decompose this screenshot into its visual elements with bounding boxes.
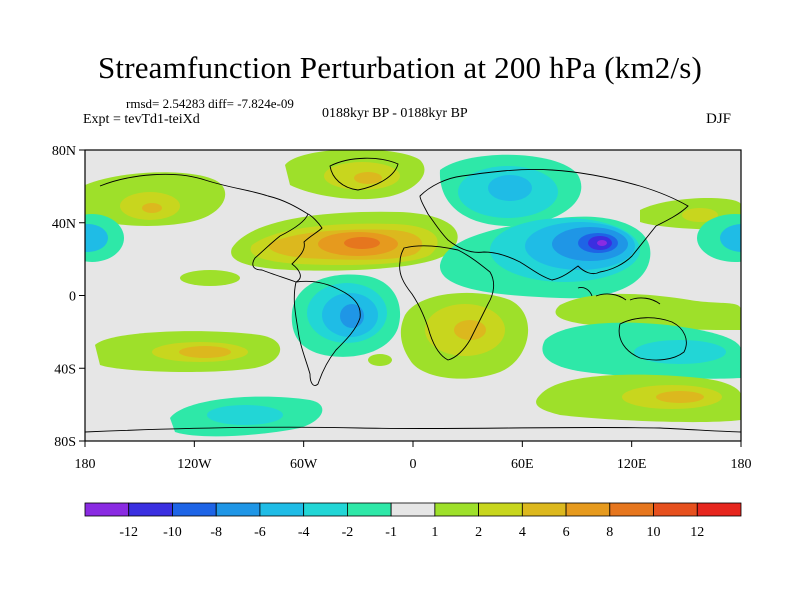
- contour-region: [656, 391, 704, 403]
- colorbar-swatch: [346, 502, 392, 517]
- colorbar-swatch: [259, 502, 305, 517]
- contour-region: [354, 172, 382, 184]
- colorbar-swatch: [434, 502, 480, 517]
- colorbar-swatch: [696, 502, 742, 517]
- colorbar-swatch: [172, 502, 217, 517]
- contour-region: [697, 214, 741, 262]
- colorbar-label: -12: [119, 525, 138, 540]
- colorbar-label: 4: [519, 525, 526, 540]
- contour-region: [207, 405, 283, 425]
- colorbar-labels: -12 -10 -8 -6 -4 -2 -1 1 2 4 6 8 10 12: [119, 525, 704, 540]
- lon-tick-label: 60E: [511, 457, 534, 472]
- coastline-indonesia: [577, 287, 661, 305]
- contour-region: [634, 340, 726, 364]
- colorbar-swatch: [390, 502, 436, 517]
- lon-tick-label: 120E: [617, 457, 647, 472]
- coastline-north-america: [99, 173, 323, 283]
- colorbar-swatch: [128, 502, 173, 517]
- colorbar-swatch: [303, 502, 348, 517]
- colorbar-label: 6: [563, 525, 570, 540]
- coastlines: [85, 157, 741, 433]
- contour-region: [85, 224, 108, 252]
- contour-region: [555, 293, 741, 330]
- colorbar-label: -1: [385, 525, 397, 540]
- colorbar-label: -4: [298, 525, 310, 540]
- experiment-label: Expt = tevTd1-teiXd: [83, 112, 200, 127]
- contour-region: [720, 224, 741, 252]
- lat-tick-label: 80S: [54, 435, 76, 450]
- colorbar-label: 8: [606, 525, 613, 540]
- colorbar-swatch: [521, 502, 567, 517]
- lon-tick-label: 0: [410, 457, 417, 472]
- colorbar-label: 2: [475, 525, 482, 540]
- coastline-australia: [618, 317, 687, 361]
- rmsd-diff-label: rmsd= 2.54283 diff= -7.824e-09: [126, 96, 294, 111]
- chart-title: Streamfunction Perturbation at 200 hPa (…: [97, 50, 703, 85]
- coastline-africa: [399, 245, 495, 361]
- colorbar-swatch: [609, 502, 654, 517]
- coastline-greenland: [329, 157, 399, 191]
- lon-axis: 180 120W 60W 0 60E 120E 180: [75, 441, 752, 472]
- colorbar-label: -8: [210, 525, 222, 540]
- colorbar-swatch: [565, 502, 611, 517]
- contour-region: [454, 320, 486, 340]
- lon-tick-label: 60W: [290, 457, 318, 472]
- season-label: DJF: [706, 111, 732, 127]
- lon-tick-label: 180: [75, 457, 96, 472]
- lat-tick-label: 40S: [54, 362, 76, 377]
- contour-region: [368, 354, 392, 366]
- colorbar: [84, 502, 742, 517]
- contour-region: [142, 203, 162, 213]
- colorbar-swatch: [84, 502, 130, 517]
- colorbar-label: -2: [342, 525, 354, 540]
- contour-region: [488, 175, 532, 201]
- colorbar-label: -6: [254, 525, 266, 540]
- colorbar-label: 1: [431, 525, 438, 540]
- coastline-south-america: [293, 280, 361, 386]
- colorbar-label: 10: [647, 525, 661, 540]
- lat-tick-label: 0: [69, 290, 76, 305]
- colorbar-swatch: [215, 502, 261, 517]
- contour-region: [180, 270, 240, 286]
- lat-axis: 80N 40N 0 40S 80S: [52, 144, 85, 450]
- colorbar-label: -10: [163, 525, 182, 540]
- contour-region: [344, 237, 380, 249]
- coastline-antarctica: [85, 426, 741, 433]
- contour-field: [85, 150, 741, 441]
- contour-region: [682, 208, 718, 222]
- lat-tick-label: 80N: [52, 144, 76, 159]
- colorbar-swatch: [478, 502, 523, 517]
- contour-region: [597, 240, 607, 246]
- lat-tick-label: 40N: [52, 217, 76, 232]
- colorbar-swatch: [653, 502, 698, 517]
- colorbar-label: 12: [690, 525, 704, 540]
- contour-region: [179, 346, 231, 358]
- period-label: 0188kyr BP - 0188kyr BP: [322, 106, 468, 121]
- coastline-europe-asia: [419, 169, 689, 281]
- lon-tick-label: 120W: [177, 457, 212, 472]
- lon-tick-label: 180: [731, 457, 752, 472]
